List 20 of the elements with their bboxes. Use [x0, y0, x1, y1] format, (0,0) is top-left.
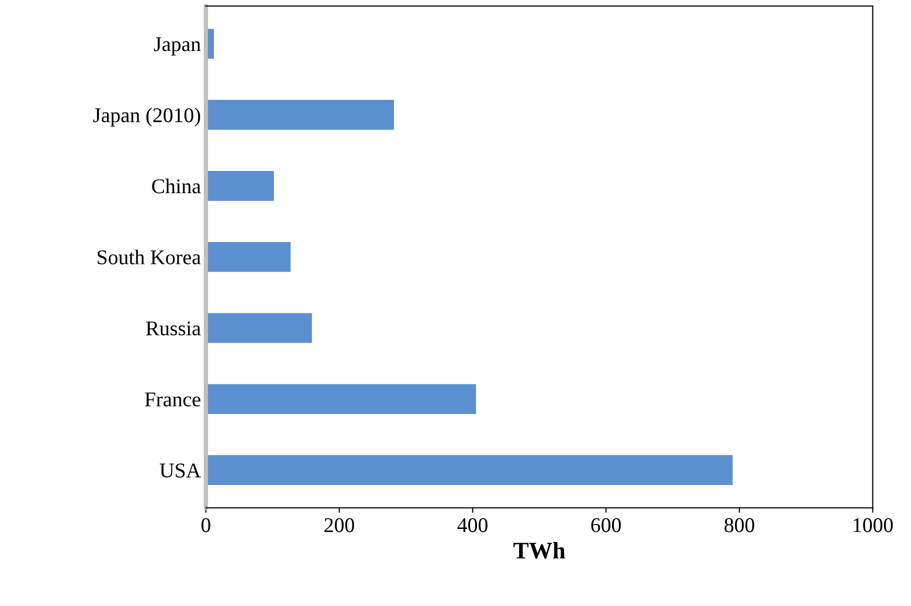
y-tick-label: Japan: [154, 37, 201, 56]
bar: [206, 242, 291, 272]
x-tick-label: 600: [591, 518, 621, 532]
x-axis-title: TWh: [513, 542, 566, 559]
y-tick-label: Japan (2010): [93, 108, 200, 127]
bar: [206, 455, 733, 486]
x-tick-label: 800: [724, 518, 754, 532]
x-tick-label: 0: [201, 518, 210, 532]
y-tick-label: France: [144, 392, 200, 406]
x-tick-label: 200: [324, 518, 354, 532]
y-tick-label: South Korea: [98, 250, 201, 264]
y-tick-label: Russia: [146, 321, 201, 336]
bar: [206, 384, 476, 414]
y-tick-label: USA: [160, 464, 201, 478]
y-tick-label: China: [152, 178, 201, 194]
bar: [206, 170, 274, 201]
x-tick-label: 400: [457, 518, 488, 532]
x-tick-label: 1000: [854, 518, 893, 532]
bar: [206, 313, 312, 343]
bar: [206, 100, 394, 130]
